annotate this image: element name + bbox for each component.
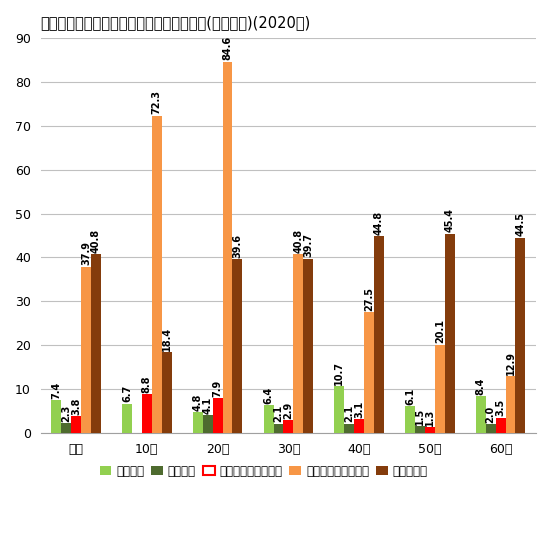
Bar [425, 427, 435, 433]
Bar [223, 62, 233, 433]
Bar [496, 418, 506, 433]
Text: 45.4: 45.4 [445, 208, 455, 233]
Text: 1.5: 1.5 [415, 408, 425, 425]
Text: 1.3: 1.3 [425, 409, 435, 426]
Bar [486, 424, 496, 433]
Bar [344, 424, 354, 433]
Text: 27.5: 27.5 [364, 287, 374, 311]
Bar [161, 352, 171, 433]
Text: 18.4: 18.4 [161, 327, 172, 351]
Bar [283, 420, 293, 433]
Bar [193, 412, 203, 433]
Bar [334, 386, 344, 433]
Bar [405, 406, 415, 433]
Bar [506, 376, 516, 433]
Bar [273, 424, 283, 433]
Text: 10.7: 10.7 [334, 361, 344, 385]
Bar [81, 267, 91, 433]
Bar [374, 236, 384, 433]
Text: 20.1: 20.1 [435, 320, 445, 343]
Text: 39.6: 39.6 [233, 234, 242, 258]
Text: 2.1: 2.1 [273, 405, 283, 423]
Legend: 携帯電話, 固定電話, インターネット通話, ソーシャルメディア, 電子メール: 携帯電話, 固定電話, インターネット通話, ソーシャルメディア, 電子メール [95, 460, 433, 482]
Bar [152, 116, 161, 433]
Bar [61, 423, 71, 433]
Text: 84.6: 84.6 [223, 36, 233, 61]
Text: 40.8: 40.8 [91, 229, 101, 252]
Bar [293, 254, 303, 433]
Bar [364, 312, 374, 433]
Bar [415, 426, 425, 433]
Bar [476, 396, 486, 433]
Bar [233, 259, 242, 433]
Bar [263, 405, 273, 433]
Text: 44.5: 44.5 [515, 212, 526, 236]
Text: 2.1: 2.1 [344, 405, 354, 423]
Bar [203, 415, 213, 433]
Text: 12.9: 12.9 [505, 351, 516, 375]
Text: 4.1: 4.1 [203, 396, 213, 414]
Bar [516, 237, 526, 433]
Text: 2.3: 2.3 [61, 404, 71, 422]
Text: 6.4: 6.4 [263, 386, 273, 403]
Bar [91, 254, 101, 433]
Bar [51, 401, 61, 433]
Text: 39.7: 39.7 [303, 234, 313, 257]
Bar [445, 234, 455, 433]
Text: 8.4: 8.4 [476, 377, 486, 395]
Text: 3.1: 3.1 [354, 401, 364, 418]
Bar [354, 419, 364, 433]
Text: 6.7: 6.7 [122, 385, 132, 402]
Text: 4.8: 4.8 [193, 393, 203, 410]
Text: 72.3: 72.3 [152, 90, 162, 115]
Text: 44.8: 44.8 [374, 211, 384, 235]
Text: 40.8: 40.8 [293, 229, 303, 252]
Text: 3.5: 3.5 [495, 399, 506, 416]
Text: 7.9: 7.9 [213, 380, 223, 397]
Text: 37.9: 37.9 [81, 241, 91, 266]
Text: コミュニケーション系メディアの利用時間(平日、分)(2020年): コミュニケーション系メディアの利用時間(平日、分)(2020年) [41, 15, 311, 30]
Bar [122, 403, 132, 433]
Bar [71, 416, 81, 433]
Text: 2.0: 2.0 [486, 406, 496, 423]
Bar [142, 395, 152, 433]
Bar [213, 398, 223, 433]
Text: 7.4: 7.4 [51, 382, 61, 399]
Text: 3.8: 3.8 [71, 398, 81, 415]
Bar [303, 259, 313, 433]
Text: 8.8: 8.8 [142, 375, 152, 393]
Text: 6.1: 6.1 [405, 387, 415, 405]
Bar [435, 345, 445, 433]
Text: 2.9: 2.9 [283, 402, 293, 419]
